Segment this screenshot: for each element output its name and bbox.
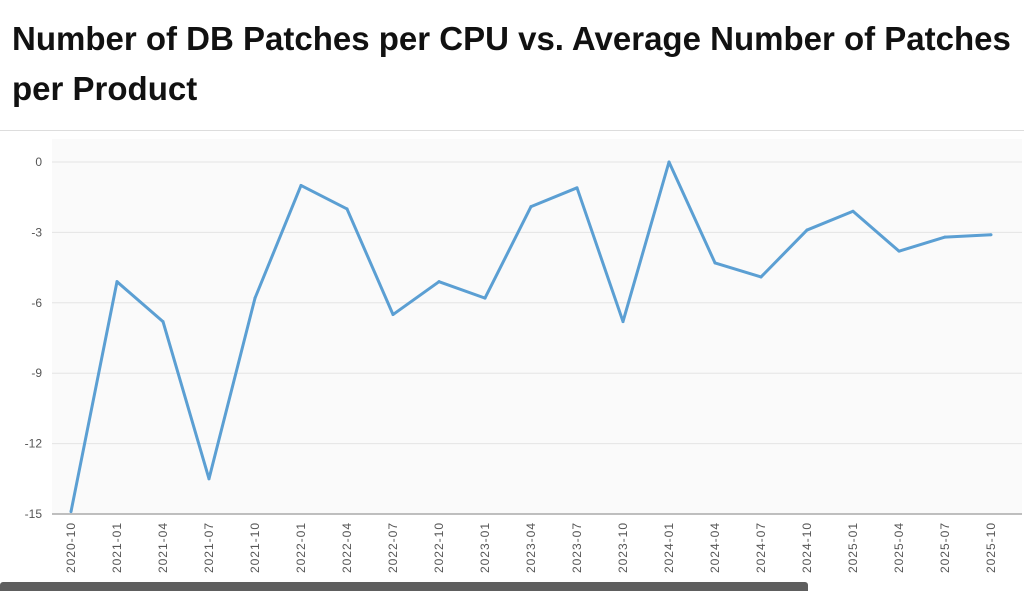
x-tick-label: 2023-04	[524, 522, 538, 573]
data-point	[299, 183, 303, 187]
x-tick-label: 2020-10	[64, 522, 78, 573]
x-tick-label: 2023-10	[616, 522, 630, 573]
y-tick-label: -12	[25, 437, 43, 451]
x-tick-label: 2021-04	[156, 522, 170, 573]
data-point	[759, 275, 763, 279]
x-tick-label: 2022-04	[340, 522, 354, 573]
x-tick-label: 2023-01	[478, 522, 492, 573]
plot-background	[52, 139, 1022, 514]
line-chart: 0 -3 -6 -9 -12 -15 2020-10 2021-01 2021-04 2021-0…	[25, 139, 1022, 573]
y-tick-label: -9	[31, 366, 42, 380]
x-tick-label: 2021-10	[248, 522, 262, 573]
y-tick-label: -15	[25, 507, 43, 521]
x-tick-label: 2022-07	[386, 522, 400, 573]
x-tick-label: 2021-07	[202, 522, 216, 573]
x-tick-label: 2024-01	[662, 522, 676, 573]
data-point	[805, 228, 809, 232]
data-point	[207, 477, 211, 481]
x-tick-label: 2025-04	[892, 522, 906, 573]
data-point	[437, 280, 441, 284]
data-point	[345, 207, 349, 211]
data-point	[667, 160, 671, 164]
bottom-toolbar	[0, 582, 808, 591]
y-tick-label: -6	[31, 296, 42, 310]
data-point	[483, 296, 487, 300]
x-tick-label: 2022-10	[432, 522, 446, 573]
x-tick-label: 2024-07	[754, 522, 768, 573]
data-point	[943, 235, 947, 239]
title-divider	[0, 130, 1024, 131]
data-point	[115, 280, 119, 284]
x-tick-label: 2025-01	[846, 522, 860, 573]
x-tick-label: 2024-10	[800, 522, 814, 573]
data-point	[253, 296, 257, 300]
data-point	[529, 205, 533, 209]
data-point	[391, 313, 395, 317]
data-point	[851, 209, 855, 213]
x-tick-label: 2025-07	[938, 522, 952, 573]
data-point	[69, 510, 73, 514]
data-point	[989, 233, 993, 237]
data-point	[575, 186, 579, 190]
x-tick-label: 2021-01	[110, 522, 124, 573]
data-point	[897, 249, 901, 253]
x-tick-label: 2023-07	[570, 522, 584, 573]
x-tick-label: 2022-01	[294, 522, 308, 573]
x-tick-label: 2024-04	[708, 522, 722, 573]
chart-title: Number of DB Patches per CPU vs. Average…	[12, 20, 1011, 107]
x-tick-label: 2025-10	[984, 522, 998, 573]
data-point	[161, 320, 165, 324]
data-point	[713, 261, 717, 265]
y-tick-label: -3	[31, 225, 42, 239]
data-point	[621, 320, 625, 324]
y-tick-label: 0	[35, 155, 42, 169]
